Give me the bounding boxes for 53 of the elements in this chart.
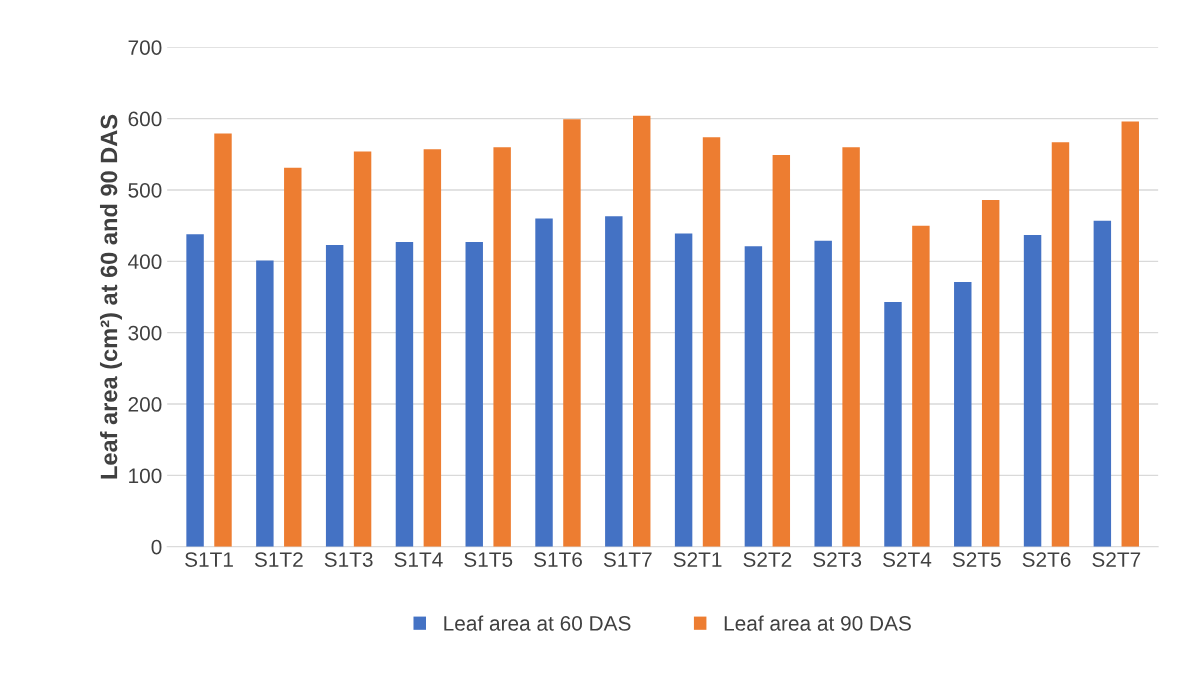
x-tick-label: S2T4: [882, 552, 932, 567]
x-tick-label: S2T3: [813, 552, 862, 567]
bar: [842, 147, 860, 547]
bar: [605, 216, 623, 547]
bar: [981, 199, 1000, 547]
x-tick-label: S2T2: [743, 552, 792, 567]
bar: [674, 233, 693, 547]
y-tick-label: 700: [128, 40, 162, 55]
x-tick-label: S1T7: [603, 552, 652, 567]
bar: [954, 282, 972, 547]
bar: [353, 151, 372, 547]
bar: [1051, 142, 1070, 547]
legend-label: Leaf area at 90 DAS: [724, 615, 911, 631]
y-tick-label: 600: [128, 111, 162, 127]
y-tick-label: 200: [128, 397, 162, 412]
bar: [284, 167, 302, 547]
y-tick-label: 500: [128, 182, 162, 198]
bar: [535, 218, 553, 547]
bar: [395, 242, 414, 547]
bar: [744, 246, 763, 547]
x-tick-label: S1T6: [534, 552, 582, 567]
x-tick-label: S2T5: [952, 552, 1001, 567]
bar: [563, 119, 581, 547]
bar: [465, 242, 483, 547]
x-tick-label: S2T1: [673, 552, 722, 567]
y-tick-label: 400: [128, 254, 162, 270]
x-tick-label: S1T3: [324, 552, 373, 567]
bar: [772, 155, 791, 547]
bar: [1023, 234, 1042, 547]
bar: [186, 234, 204, 547]
bar: [256, 260, 274, 547]
bar: [912, 225, 930, 547]
bar: [884, 302, 902, 547]
x-tick-label: S2T7: [1092, 552, 1141, 567]
y-tick-label: 300: [128, 325, 162, 341]
y-tick-label: 0: [151, 539, 162, 555]
y-axis-title: Leaf area (cm²) at 60 and 90 DAS: [99, 114, 122, 479]
bar: [1093, 220, 1112, 547]
x-tick-label: S1T5: [464, 552, 513, 567]
bar: [702, 137, 721, 547]
bar: [214, 133, 232, 547]
bar: [814, 240, 832, 547]
bar: [493, 147, 511, 547]
bar: [423, 149, 442, 547]
x-tick-label: S1T2: [254, 552, 303, 567]
y-tick-label: 100: [129, 468, 162, 484]
bar: [325, 244, 344, 547]
x-tick-label: S2T6: [1022, 552, 1071, 567]
legend-label: Leaf area at 60 DAS: [444, 615, 631, 631]
x-tick-label: S1T1: [185, 552, 233, 567]
x-tick-label: S1T4: [394, 552, 443, 567]
bar: [633, 115, 651, 547]
bar: [1121, 121, 1139, 547]
